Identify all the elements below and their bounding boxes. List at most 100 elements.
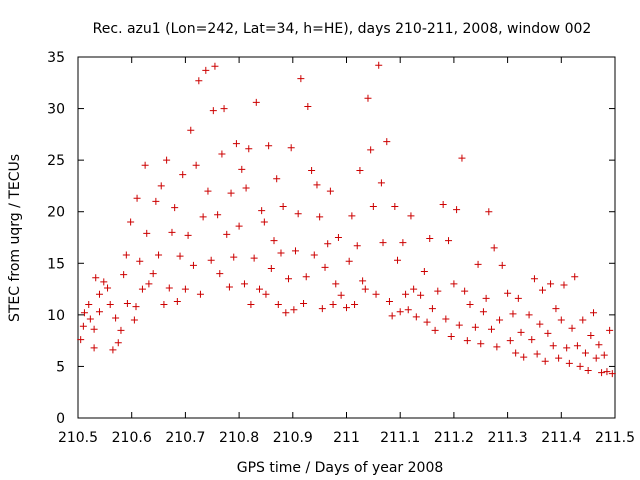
data-point — [552, 305, 560, 313]
data-point — [209, 107, 217, 115]
data-point — [290, 306, 298, 314]
data-point — [407, 212, 415, 220]
data-point — [230, 253, 238, 261]
y-axis-title: STEC from uqrg / TECUs — [7, 154, 23, 322]
data-point — [199, 213, 207, 221]
data-point — [383, 138, 391, 146]
data-point — [138, 285, 146, 293]
data-point — [334, 234, 342, 241]
data-point — [247, 301, 255, 309]
data-point — [179, 171, 187, 179]
x-tick-label: 210.7 — [165, 430, 205, 446]
data-point — [417, 291, 425, 299]
data-point — [345, 257, 353, 265]
data-point — [141, 161, 149, 169]
data-point — [267, 264, 275, 272]
data-point — [313, 181, 321, 189]
data-point — [391, 203, 399, 211]
data-point — [238, 165, 246, 173]
data-point — [86, 315, 94, 323]
data-point — [260, 218, 268, 226]
data-point — [379, 239, 387, 247]
data-point — [270, 237, 278, 245]
y-tick-label: 0 — [56, 411, 65, 427]
data-point — [573, 342, 581, 350]
data-point — [487, 325, 495, 333]
data-point — [579, 316, 587, 324]
data-point — [394, 256, 402, 264]
data-point — [592, 354, 600, 362]
data-point — [184, 231, 192, 239]
data-point — [541, 357, 549, 365]
x-axis-title: GPS time / Days of year 2008 — [237, 460, 444, 476]
y-tick-label: 20 — [47, 205, 65, 221]
y-tick-label: 30 — [47, 102, 65, 118]
data-point — [310, 251, 318, 259]
data-point — [332, 280, 340, 288]
data-point — [372, 290, 380, 298]
data-point — [353, 242, 361, 250]
x-tick-label: 210.5 — [58, 430, 98, 446]
data-point — [584, 367, 592, 375]
data-point — [106, 301, 114, 309]
data-point — [216, 270, 224, 278]
data-point — [223, 230, 231, 238]
data-point — [428, 305, 436, 313]
data-point — [245, 145, 253, 153]
data-point — [79, 322, 87, 330]
chart-title: Rec. azu1 (Lon=242, Lat=34, h=HE), days … — [93, 21, 592, 37]
data-point — [590, 309, 598, 317]
data-point — [232, 140, 240, 148]
data-point — [520, 353, 528, 361]
data-point — [294, 210, 302, 218]
y-tick-label: 15 — [47, 256, 65, 272]
data-point — [474, 260, 482, 268]
data-point — [410, 285, 418, 293]
data-point — [490, 244, 498, 252]
data-point — [385, 297, 393, 305]
x-tick-label: 211 — [333, 430, 360, 446]
data-point — [127, 218, 135, 226]
data-point — [504, 289, 512, 297]
data-point — [227, 189, 235, 197]
data-point — [297, 75, 305, 83]
data-point — [396, 308, 404, 316]
data-point — [514, 294, 522, 302]
data-point — [196, 290, 204, 298]
data-point — [120, 271, 128, 279]
data-point — [318, 305, 326, 313]
data-point — [329, 301, 337, 309]
data-point — [555, 354, 563, 362]
y-tick-label: 35 — [47, 50, 65, 66]
data-point — [95, 290, 103, 298]
data-point — [450, 280, 458, 288]
data-point — [485, 208, 493, 216]
data-point — [258, 207, 266, 215]
data-point — [479, 308, 487, 316]
data-point — [265, 142, 273, 150]
data-point — [109, 346, 117, 354]
data-point — [204, 187, 212, 195]
data-point — [581, 349, 589, 357]
data-point — [539, 286, 547, 294]
data-point — [90, 325, 98, 333]
data-point — [434, 287, 442, 295]
data-point — [528, 336, 536, 344]
data-point — [525, 311, 533, 319]
data-point — [136, 257, 144, 265]
data-point — [423, 318, 431, 326]
data-point — [466, 301, 474, 309]
data-point — [533, 350, 541, 358]
data-point — [482, 294, 490, 302]
data-point — [399, 239, 407, 247]
data-point — [149, 270, 157, 278]
data-point — [563, 344, 571, 352]
data-point — [517, 328, 525, 336]
x-tick-label: 211.4 — [541, 430, 581, 446]
data-point — [606, 326, 614, 334]
data-point — [343, 304, 350, 312]
data-point — [367, 146, 375, 154]
data-point — [100, 278, 108, 286]
data-point — [252, 98, 260, 106]
x-tick-label: 210.6 — [112, 430, 152, 446]
